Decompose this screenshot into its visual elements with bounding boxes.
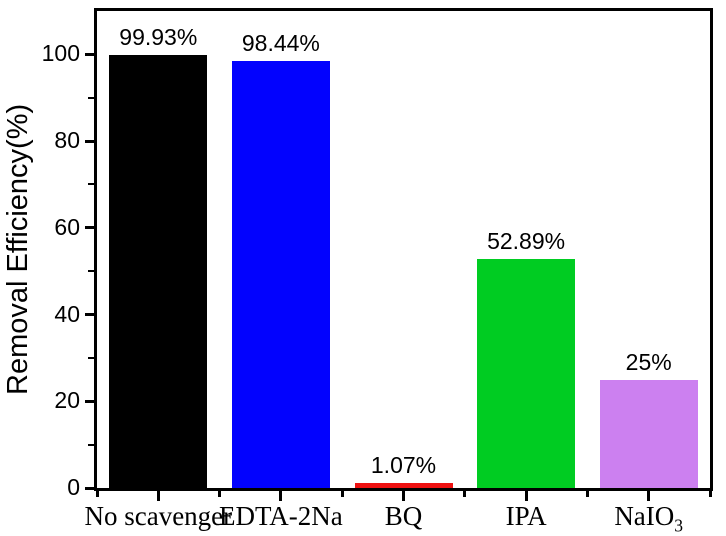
y-axis-minor-tick — [88, 96, 94, 99]
x-axis-minor-tick — [585, 491, 589, 497]
y-axis-tick-label: 60 — [54, 213, 80, 240]
x-axis-category-label-bq: BQ — [384, 501, 423, 531]
value-label-ipa: 52.89% — [487, 227, 566, 254]
x-axis-major-tick — [156, 491, 160, 501]
value-label-edta-2na: 98.44% — [241, 30, 320, 57]
bar-ipa — [477, 258, 576, 488]
value-label-no-scavenger: 99.93% — [119, 23, 198, 50]
y-axis-minor-tick — [88, 443, 94, 446]
bar-edta-2na — [231, 61, 330, 488]
y-axis-tick-label: 0 — [67, 474, 80, 500]
subscript: 3 — [674, 515, 684, 536]
y-axis-major-tick — [85, 313, 94, 317]
bar-no-scavenger — [109, 54, 208, 488]
x-axis-category-label-naio3: NaIO3 — [614, 501, 684, 536]
x-axis-major-tick — [402, 491, 405, 501]
y-axis-tick-label: 20 — [54, 387, 80, 414]
bar-naio3 — [599, 379, 698, 488]
x-axis-minor-tick — [340, 491, 344, 497]
y-axis-major-tick — [85, 226, 94, 230]
x-axis-category-label-no-scavenger: No scavenger — [84, 501, 233, 531]
y-axis-major-tick — [85, 139, 94, 143]
y-axis-minor-tick — [88, 183, 94, 186]
x-axis-major-tick — [279, 491, 283, 501]
x-axis-category-label-edta-2na: EDTA-2Na — [218, 501, 343, 531]
plot-area: 99.93% No scavenger 98.44% EDTA-2Na 1.07% BQ 5… — [84, 8, 713, 535]
y-axis-minor-tick — [88, 356, 94, 359]
value-label-bq: 1.07% — [370, 452, 437, 479]
y-axis-title: Removal Efficiency(%) — [2, 103, 34, 396]
y-axis-major-tick — [85, 399, 94, 403]
x-axis-category-label-ipa: IPA — [505, 501, 547, 531]
y-axis-tick-label: 40 — [54, 300, 80, 327]
x-axis-major-tick — [647, 491, 651, 501]
bar-bq — [354, 483, 453, 488]
y-axis-tick-label: 100 — [41, 40, 80, 67]
y-axis-minor-tick — [88, 270, 94, 273]
value-label-naio3: 25% — [625, 348, 672, 375]
x-axis-minor-tick — [463, 491, 467, 497]
y-axis-tick-label: 80 — [54, 127, 80, 154]
y-axis-major-tick — [85, 52, 94, 56]
x-axis-minor-tick — [218, 491, 222, 497]
x-axis-major-tick — [524, 491, 528, 501]
y-axis-major-tick — [85, 486, 94, 490]
x-axis-minor-tick — [95, 491, 99, 497]
x-axis-minor-tick — [708, 491, 712, 497]
